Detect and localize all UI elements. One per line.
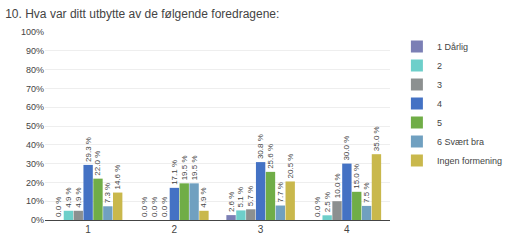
- svg-text:60%: 60%: [26, 102, 44, 112]
- svg-text:4: 4: [344, 224, 350, 235]
- svg-text:7.3 %: 7.3 %: [103, 183, 112, 203]
- svg-text:90%: 90%: [26, 46, 44, 56]
- svg-text:19.5 %: 19.5 %: [180, 155, 189, 180]
- svg-text:0.0 %: 0.0 %: [313, 197, 322, 217]
- svg-text:2.6 %: 2.6 %: [227, 192, 236, 212]
- svg-text:0.0 %: 0.0 %: [140, 197, 149, 217]
- svg-text:30.0 %: 30.0 %: [342, 136, 351, 161]
- svg-text:29.3 %: 29.3 %: [84, 137, 93, 162]
- svg-text:2.5 %: 2.5 %: [323, 192, 332, 212]
- svg-text:50%: 50%: [26, 121, 44, 131]
- svg-text:4.9 %: 4.9 %: [199, 187, 208, 207]
- svg-text:Ingen formening: Ingen formening: [437, 156, 502, 166]
- svg-text:0.0 %: 0.0 %: [150, 197, 159, 217]
- svg-text:2: 2: [172, 224, 178, 235]
- svg-text:100%: 100%: [21, 27, 44, 37]
- svg-text:30.8 %: 30.8 %: [256, 134, 265, 159]
- svg-text:70%: 70%: [26, 84, 44, 94]
- svg-text:3: 3: [258, 224, 264, 235]
- svg-text:80%: 80%: [26, 65, 44, 75]
- svg-text:5: 5: [437, 118, 442, 128]
- svg-text:5.1 %: 5.1 %: [236, 187, 245, 207]
- svg-text:4: 4: [437, 99, 442, 109]
- svg-text:2: 2: [437, 61, 442, 71]
- svg-text:15.0 %: 15.0 %: [352, 164, 361, 189]
- svg-text:5.7 %: 5.7 %: [246, 186, 255, 206]
- svg-text:10%: 10%: [26, 196, 44, 206]
- svg-text:7.5 %: 7.5 %: [362, 182, 371, 202]
- svg-text:35.0 %: 35.0 %: [372, 126, 381, 151]
- svg-text:3: 3: [437, 80, 442, 90]
- svg-text:22.0 %: 22.0 %: [93, 151, 102, 176]
- svg-text:17.1 %: 17.1 %: [170, 160, 179, 185]
- svg-text:4.9 %: 4.9 %: [74, 187, 83, 207]
- svg-text:40%: 40%: [26, 140, 44, 150]
- svg-text:14.6 %: 14.6 %: [113, 165, 122, 190]
- svg-text:10.0 %: 10.0 %: [333, 173, 342, 198]
- svg-text:4.9 %: 4.9 %: [64, 187, 73, 207]
- svg-text:0%: 0%: [31, 215, 44, 225]
- svg-text:25.6 %: 25.6 %: [266, 144, 275, 169]
- svg-text:20%: 20%: [26, 178, 44, 188]
- svg-text:19.5 %: 19.5 %: [190, 155, 199, 180]
- svg-text:1 Dårlig: 1 Dårlig: [437, 42, 468, 52]
- svg-text:7.7 %: 7.7 %: [276, 182, 285, 202]
- svg-text:30%: 30%: [26, 159, 44, 169]
- svg-text:1: 1: [85, 224, 91, 235]
- svg-text:20.5 %: 20.5 %: [286, 154, 295, 179]
- svg-text:6 Svært bra: 6 Svært bra: [437, 137, 484, 147]
- svg-text:10. Hva var ditt utbytte av de: 10. Hva var ditt utbytte av de følgende …: [5, 7, 279, 21]
- svg-text:0.0 %: 0.0 %: [54, 197, 63, 217]
- svg-text:0.0 %: 0.0 %: [160, 197, 169, 217]
